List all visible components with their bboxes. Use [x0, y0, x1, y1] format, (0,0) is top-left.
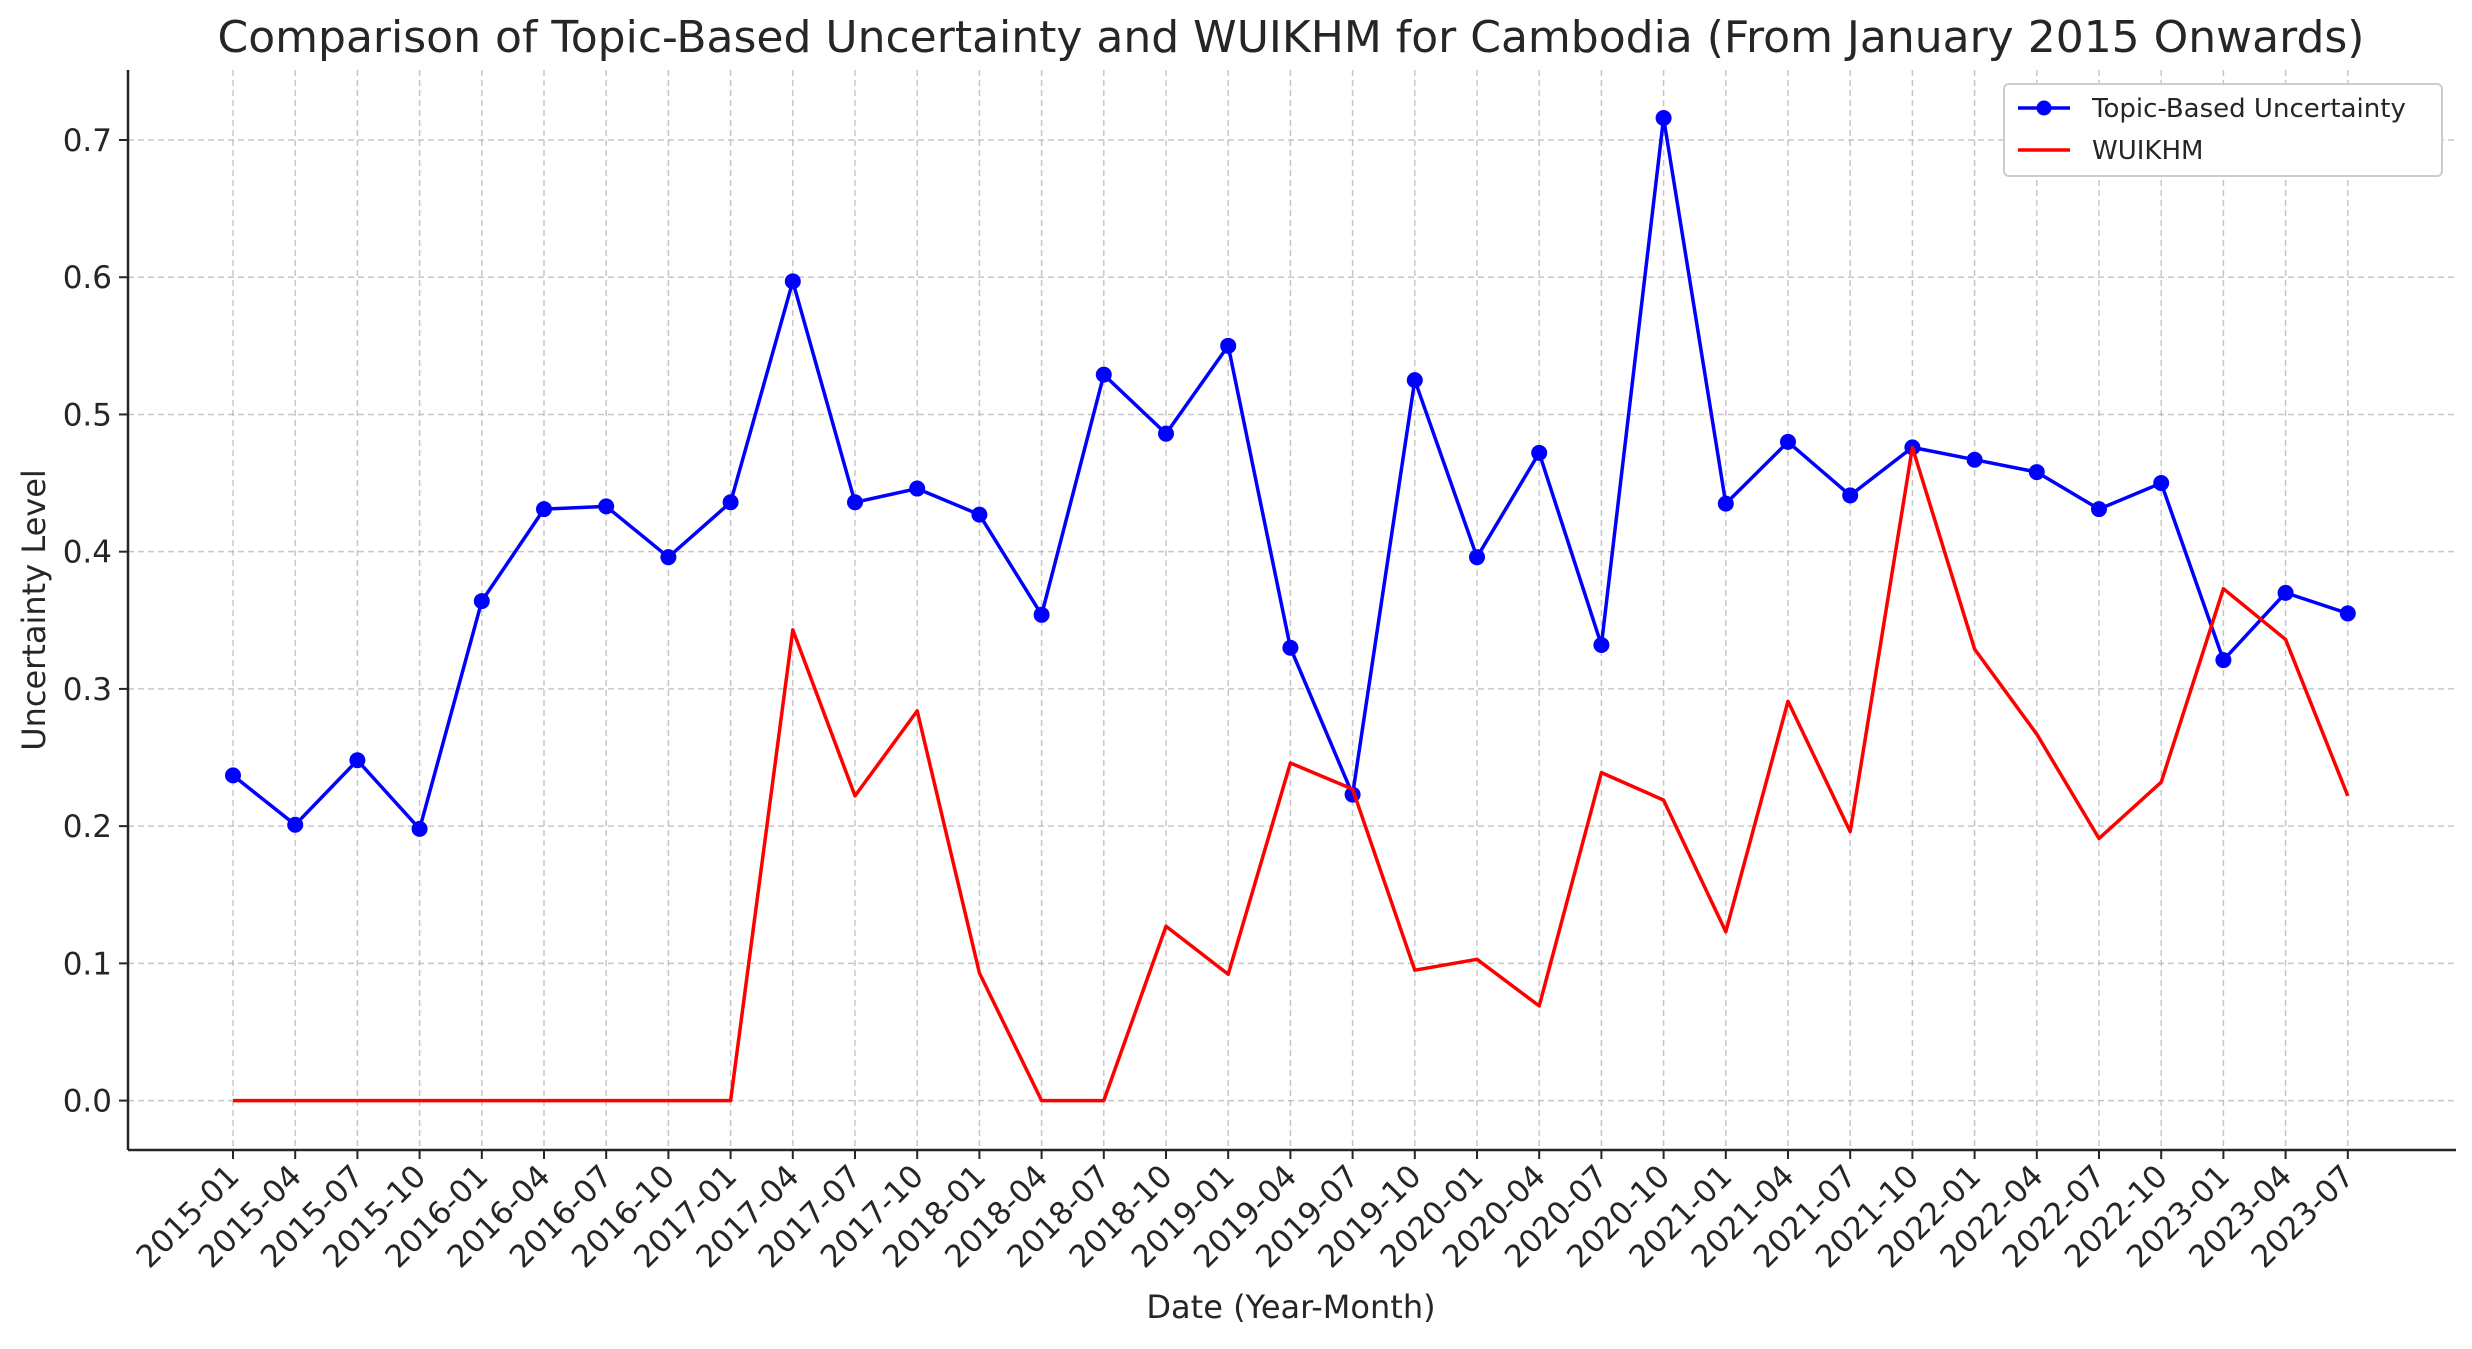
y-tick-label: 0.7 — [63, 123, 112, 159]
data-point — [287, 816, 304, 833]
y-tick-label: 0.4 — [63, 535, 112, 571]
y-tick-label: 0.6 — [63, 260, 112, 296]
data-point — [1780, 433, 1796, 450]
data-point — [536, 501, 552, 518]
legend: Topic-Based Uncertainty WUIKHM — [2003, 83, 2443, 177]
legend-marker-topic — [2036, 100, 2052, 116]
chart-title: Comparison of Topic-Based Uncertainty an… — [218, 12, 2365, 63]
data-point — [2215, 652, 2232, 669]
data-point — [2277, 584, 2294, 601]
data-point — [1469, 549, 1485, 566]
legend-label-wuikhm: WUIKHM — [2092, 136, 2203, 166]
data-point — [473, 593, 490, 610]
data-point — [660, 549, 677, 566]
data-point — [1158, 425, 1174, 442]
data-point — [411, 820, 428, 837]
data-point — [1717, 495, 1734, 512]
legend-label-topic: Topic-Based Uncertainty — [2091, 94, 2406, 124]
data-point — [1966, 451, 1983, 468]
data-point — [1282, 639, 1299, 656]
data-point — [2091, 501, 2107, 518]
data-point — [971, 506, 988, 523]
data-point — [2028, 464, 2045, 481]
data-point — [784, 273, 801, 290]
legend-box — [2003, 83, 2443, 177]
data-point — [225, 767, 241, 784]
data-point — [1593, 636, 1610, 653]
y-tick-label: 0.2 — [63, 809, 112, 845]
data-point — [1406, 372, 1423, 389]
y-tick-label: 0.0 — [63, 1084, 112, 1120]
axes — [126, 70, 2456, 1152]
data-point — [1531, 444, 1548, 461]
data-point — [1842, 487, 1859, 504]
data-point — [847, 494, 863, 511]
series — [225, 110, 2356, 1103]
data-point — [1220, 337, 1237, 354]
data-point — [2153, 475, 2170, 492]
data-point — [2339, 605, 2356, 622]
grid — [128, 70, 2456, 1150]
data-point — [1655, 110, 1672, 127]
data-point — [598, 498, 615, 515]
data-point — [1095, 366, 1112, 383]
data-point — [349, 752, 366, 769]
y-axis-label: Uncertainty Level — [15, 469, 53, 751]
data-point — [722, 494, 739, 511]
y-tick-label: 0.5 — [63, 397, 112, 433]
series-line-wuikhm — [233, 445, 2350, 1103]
data-point — [909, 480, 926, 497]
ticks: 2015-012015-042015-072015-102016-012016-… — [63, 123, 2362, 1275]
x-axis-label: Date (Year-Month) — [1146, 1288, 1435, 1326]
y-tick-label: 0.1 — [63, 946, 112, 982]
y-tick-label: 0.3 — [63, 672, 112, 708]
data-point — [1033, 606, 1050, 623]
